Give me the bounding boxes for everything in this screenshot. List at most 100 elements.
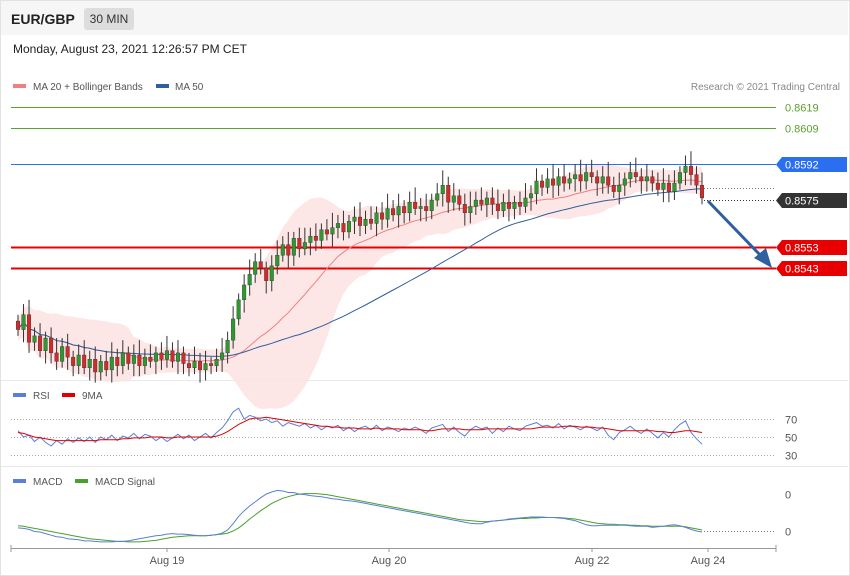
- candle: [446, 176, 451, 213]
- candle-body: [385, 208, 390, 220]
- candle: [346, 214, 351, 239]
- candle-body: [380, 212, 385, 220]
- candle-body: [622, 178, 627, 186]
- candle: [622, 172, 627, 196]
- candle-body: [540, 180, 545, 188]
- candle: [567, 172, 572, 190]
- candle: [126, 346, 131, 370]
- candle: [374, 206, 379, 237]
- candle-body: [402, 206, 407, 214]
- candle: [148, 344, 153, 368]
- level-label: 0.8575: [785, 196, 819, 208]
- candle-body: [529, 193, 534, 199]
- candle-body: [595, 176, 600, 184]
- candle: [700, 172, 705, 205]
- candle: [280, 236, 285, 262]
- candle: [43, 331, 48, 364]
- candle: [49, 327, 54, 364]
- candle: [297, 227, 302, 258]
- candle-body: [308, 235, 313, 243]
- candle-body: [175, 352, 180, 362]
- candle-body: [683, 165, 688, 173]
- candle-body: [153, 352, 158, 362]
- candle: [175, 340, 180, 375]
- candle: [402, 200, 407, 224]
- level-tag-support: [776, 240, 847, 255]
- candle: [38, 323, 43, 358]
- candle: [606, 161, 611, 194]
- candle-body: [319, 229, 324, 241]
- candle-body: [457, 195, 462, 205]
- legend-macd-signal: MACD Signal: [95, 477, 155, 488]
- candle: [258, 248, 263, 275]
- candle: [523, 183, 528, 213]
- candle-body: [225, 339, 230, 354]
- candle: [363, 210, 368, 235]
- legend-9ma: 9MA: [82, 391, 103, 402]
- candle: [573, 164, 578, 192]
- candle-body: [418, 206, 423, 209]
- candle-body: [214, 359, 219, 366]
- candle: [76, 344, 81, 375]
- rsi-ma9-line: [17, 416, 703, 442]
- candle-body: [677, 172, 682, 184]
- chart-date: Monday, August 23, 2021 12:26:57 PM CET: [13, 42, 247, 56]
- candle: [506, 189, 511, 222]
- candle: [253, 253, 258, 283]
- rsi-level-label: 30: [785, 451, 797, 463]
- candle-body: [313, 235, 318, 241]
- timeframe-button[interactable]: 30 MIN: [84, 8, 134, 30]
- candle-body: [688, 165, 693, 175]
- candle: [319, 223, 324, 249]
- candle: [115, 348, 120, 377]
- candle: [666, 174, 671, 203]
- candle-body: [38, 335, 43, 351]
- candle-body: [650, 176, 655, 184]
- candle: [137, 340, 142, 377]
- candle: [27, 299, 32, 353]
- x-tick-label: Aug 24: [691, 555, 726, 567]
- candle-body: [109, 356, 114, 371]
- level-tag-support: [776, 261, 847, 276]
- macd-signal-line: [17, 493, 703, 543]
- candle-body: [335, 223, 340, 228]
- candle: [198, 352, 203, 383]
- level-tag-pivot: [776, 157, 847, 172]
- legend-swatch-rsi: [13, 393, 26, 397]
- candle: [584, 164, 589, 190]
- candle-body: [551, 178, 556, 186]
- candle-body: [159, 352, 164, 360]
- candle: [192, 346, 197, 375]
- candle-body: [517, 202, 522, 207]
- candle-body: [137, 354, 142, 366]
- candle: [468, 191, 473, 224]
- candle-body: [164, 350, 169, 360]
- candle-body: [451, 195, 456, 203]
- candle: [435, 183, 440, 207]
- candle: [683, 155, 688, 186]
- candle: [153, 346, 158, 375]
- candle-body: [32, 335, 37, 343]
- candle: [490, 187, 495, 215]
- candle: [159, 342, 164, 370]
- candle-body: [131, 354, 136, 364]
- candle: [495, 189, 500, 220]
- candle-body: [396, 206, 401, 216]
- candle: [120, 340, 125, 375]
- candle: [462, 193, 467, 226]
- candle-body: [341, 223, 346, 233]
- forecast-arrow-head: [754, 248, 772, 268]
- candle: [214, 348, 219, 372]
- level-label: 0.8553: [785, 243, 819, 255]
- candle: [396, 193, 401, 228]
- candle: [633, 157, 638, 184]
- candle: [385, 193, 390, 228]
- candle-body: [264, 267, 269, 281]
- candle-body: [324, 229, 329, 235]
- macd-level-label: 0: [785, 490, 791, 502]
- candle-body: [407, 202, 412, 214]
- legend-swatch-macd-signal: [75, 479, 88, 483]
- candle-body: [440, 185, 445, 194]
- legend-swatch-ma20: [13, 84, 26, 88]
- candle: [164, 335, 169, 368]
